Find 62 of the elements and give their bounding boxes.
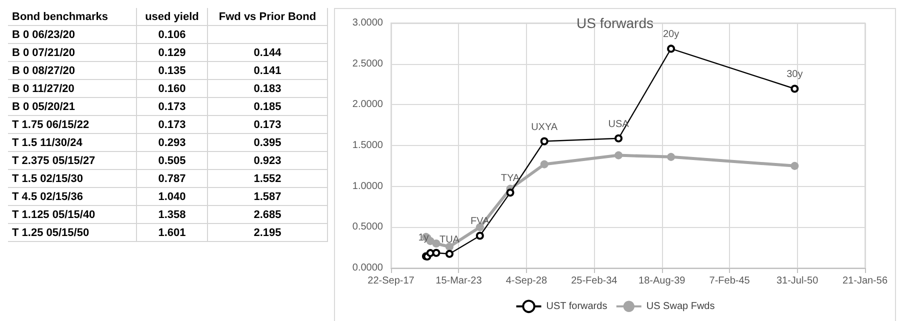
data-label: 1.601	[136, 224, 208, 242]
category-label: T 1.5 02/15/30	[8, 170, 136, 188]
data-label: 1.358	[136, 206, 208, 224]
x-tick-label: 21-Jan-56	[842, 276, 888, 286]
data-label: 0.135	[136, 62, 208, 80]
annotation: 30y	[786, 69, 803, 80]
data-label: 0.173	[136, 116, 208, 134]
category-label: T 1.25 05/15/50	[8, 224, 136, 242]
category-label: B 0 05/20/21	[8, 98, 136, 116]
y-tick-label: 2.0000	[352, 99, 384, 110]
data-label: 0.395	[207, 134, 328, 152]
annotation: UXYA	[531, 122, 558, 133]
annotation: TUA	[439, 234, 460, 246]
category-label: T 1.125 05/15/40	[8, 206, 136, 224]
x-tick-label: 22-Sep-17	[368, 276, 415, 286]
data-label: 0.129	[136, 44, 208, 62]
y-tick-label: 3.0000	[352, 18, 384, 28]
data-label: 0.787	[136, 170, 208, 188]
category-label: B 0 08/27/20	[8, 62, 136, 80]
data-label: 0.160	[136, 80, 208, 98]
data-label: 1.040	[136, 188, 208, 206]
category-label: T 2.375 05/15/27	[8, 152, 136, 170]
y-tick-label: 1.0000	[352, 180, 384, 192]
legend-label: US Swap Fwds	[646, 300, 715, 312]
data-label: 0.183	[207, 80, 328, 98]
text: Bond benchmarks	[8, 8, 136, 26]
data-label: 0.185	[207, 98, 328, 116]
y-tick-label: 0.5000	[352, 222, 384, 233]
category-label: T 4.5 02/15/36	[8, 188, 136, 206]
y-tick-label: 0.0000	[352, 262, 384, 274]
x-tick-label: 4-Sep-28	[506, 276, 548, 286]
data-label: 0.923	[207, 152, 328, 170]
annotation: TYA	[500, 173, 520, 184]
data-label: 0.293	[136, 134, 208, 152]
data-label: 0.144	[207, 44, 328, 62]
data-label: 0.173	[207, 116, 328, 134]
legend-label: UST forwards	[546, 300, 608, 312]
category-label: T 1.5 11/30/24	[8, 134, 136, 152]
x-tick-label: 15-Mar-23	[436, 276, 482, 286]
data-label: 1.587	[207, 188, 328, 206]
data-label: 0.505	[136, 152, 208, 170]
text: Fwd vs Prior Bond	[207, 8, 328, 26]
annotation: 20y	[662, 29, 680, 40]
chart-title: US forwards	[576, 15, 654, 31]
y-tick-label: 2.5000	[352, 58, 384, 70]
data-label: 0.106	[136, 26, 208, 44]
category-label: B 0 06/23/20	[8, 26, 136, 44]
annotation: FVA	[470, 216, 490, 228]
category-label: B 0 11/27/20	[8, 80, 136, 98]
category-label: T 1.75 06/15/22	[8, 116, 136, 134]
y-tick-label: 1.5000	[352, 140, 384, 151]
category-label: B 0 07/21/20	[8, 44, 136, 62]
x-tick-label: 18-Aug-39	[638, 276, 686, 286]
x-tick-label: 25-Feb-34	[571, 276, 618, 286]
data-label: 0.173	[136, 98, 208, 116]
x-tick-label: 31-Jul-50	[776, 276, 819, 286]
data-label: 2.685	[207, 206, 328, 224]
data-label: 0.141	[207, 62, 328, 80]
x-tick-label: 7-Feb-45	[709, 276, 750, 286]
data-label: 1.552	[207, 170, 328, 188]
data-label: 2.195	[207, 224, 328, 242]
text: used yield	[136, 8, 208, 26]
